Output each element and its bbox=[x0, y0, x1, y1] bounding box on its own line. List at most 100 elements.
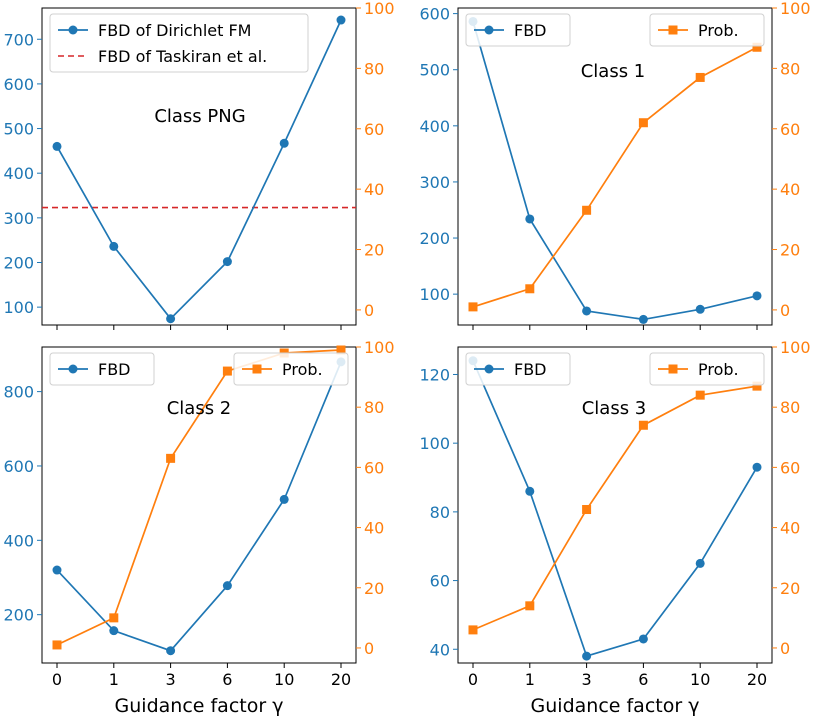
right-y-tick-label: 80 bbox=[780, 398, 800, 417]
fbd-point bbox=[638, 314, 648, 324]
left-y-tick-label: 700 bbox=[3, 30, 34, 49]
legend-swatch-circle bbox=[68, 25, 78, 35]
left-y-tick-label: 400 bbox=[3, 531, 34, 550]
series-line-fbd bbox=[56, 361, 342, 652]
fbd-point bbox=[582, 306, 592, 316]
legend-swatch-square bbox=[252, 364, 262, 374]
fbd-point bbox=[109, 626, 119, 636]
legend-label: FBD bbox=[98, 360, 131, 379]
class-annotation: Class 2 bbox=[167, 398, 232, 419]
series-line-fbd bbox=[472, 21, 758, 321]
fbd-point bbox=[525, 214, 535, 224]
panel-class-1: 100 200 300 400 500 600 0 20 40 60 80 100 Class 1 FBD… bbox=[419, 0, 811, 330]
left-y-tick-label: 600 bbox=[3, 457, 34, 476]
fbd-point bbox=[752, 462, 762, 472]
left-y-tick-label: 100 bbox=[419, 434, 450, 453]
legend-box bbox=[49, 13, 309, 73]
right-y-tick-label: 60 bbox=[780, 120, 800, 139]
left-y-tick-label: 400 bbox=[3, 164, 34, 183]
legend-label: Prob. bbox=[698, 21, 739, 40]
left-y-tick-label: 100 bbox=[3, 298, 34, 317]
fbd-point bbox=[279, 138, 289, 148]
x-tick-label: 1 bbox=[525, 670, 535, 689]
prob-point bbox=[222, 366, 232, 376]
prob-point bbox=[166, 453, 176, 463]
right-y-tick-label: 20 bbox=[364, 579, 384, 598]
x-axis-label: Guidance factor γ bbox=[115, 695, 284, 717]
right-y-tick-label: 100 bbox=[780, 0, 811, 18]
right-y-tick-label: 80 bbox=[780, 59, 800, 78]
right-y-tick-label: 40 bbox=[364, 519, 384, 538]
legend-box bbox=[649, 13, 765, 47]
fbd-point bbox=[525, 486, 535, 496]
fbd-point bbox=[166, 314, 176, 324]
left-y-tick-label: 200 bbox=[3, 253, 34, 272]
fbd-point bbox=[222, 257, 232, 267]
x-tick-label: 6 bbox=[222, 670, 232, 689]
legend-box bbox=[649, 352, 765, 386]
left-y-tick-label: 600 bbox=[3, 75, 34, 94]
legend-swatch-circle bbox=[484, 25, 494, 35]
prob-point bbox=[752, 42, 762, 52]
x-tick-label: 20 bbox=[747, 670, 767, 689]
right-y-tick-label: 80 bbox=[364, 398, 384, 417]
class-annotation: Class 1 bbox=[581, 61, 646, 82]
fbd-point bbox=[695, 558, 705, 568]
axes-frame bbox=[457, 7, 773, 326]
fbd-point bbox=[582, 651, 592, 661]
left-y-tick-label: 800 bbox=[3, 383, 34, 402]
legend-swatch-circle bbox=[484, 364, 494, 374]
fbd-point bbox=[52, 141, 62, 151]
right-y-tick-label: 0 bbox=[780, 639, 790, 658]
axes-frame bbox=[41, 7, 357, 326]
left-y-tick-label: 500 bbox=[3, 120, 34, 139]
fbd-point bbox=[279, 494, 289, 504]
left-y-tick-label: 300 bbox=[419, 173, 450, 192]
x-tick-label: 0 bbox=[468, 670, 478, 689]
x-tick-label: 10 bbox=[274, 670, 294, 689]
left-y-tick-label: 200 bbox=[419, 229, 450, 248]
right-y-tick-label: 20 bbox=[780, 579, 800, 598]
legend-label: FBD of Taskiran et al. bbox=[98, 47, 267, 66]
series-line-fbd bbox=[56, 19, 342, 320]
prob-point bbox=[752, 381, 762, 391]
left-y-tick-label: 600 bbox=[419, 5, 450, 24]
x-tick-label: 0 bbox=[52, 670, 62, 689]
left-y-tick-label: 100 bbox=[419, 285, 450, 304]
series-line-prob bbox=[472, 46, 758, 308]
legend-box bbox=[465, 352, 571, 386]
prob-point bbox=[638, 118, 648, 128]
right-y-tick-label: 60 bbox=[780, 458, 800, 477]
left-y-tick-label: 120 bbox=[419, 365, 450, 384]
left-y-tick-label: 80 bbox=[430, 503, 450, 522]
series-line-prob bbox=[56, 349, 342, 646]
fbd-point bbox=[695, 304, 705, 314]
prob-point bbox=[468, 302, 478, 312]
right-y-tick-label: 0 bbox=[364, 639, 374, 658]
right-y-tick-label: 40 bbox=[780, 519, 800, 538]
legend-box bbox=[233, 352, 349, 386]
right-y-tick-label: 20 bbox=[364, 241, 384, 260]
fbd-point bbox=[336, 15, 346, 25]
prob-point bbox=[525, 601, 535, 611]
series-line-fbd bbox=[472, 360, 758, 658]
x-axis-label: Guidance factor γ bbox=[531, 695, 700, 717]
legend-swatch-square bbox=[668, 25, 678, 35]
fbd-point bbox=[752, 291, 762, 301]
legend-swatch-square bbox=[668, 364, 678, 374]
right-y-tick-label: 40 bbox=[364, 180, 384, 199]
prob-point bbox=[695, 72, 705, 82]
right-y-tick-label: 0 bbox=[364, 301, 374, 320]
axes-frame bbox=[457, 346, 773, 664]
fbd-point bbox=[638, 634, 648, 644]
legend-label: Prob. bbox=[698, 360, 739, 379]
prob-point bbox=[582, 205, 592, 215]
prob-point bbox=[582, 505, 592, 515]
legend-label: FBD bbox=[514, 360, 547, 379]
prob-point bbox=[468, 625, 478, 635]
right-y-tick-label: 100 bbox=[364, 338, 395, 357]
x-tick-label: 3 bbox=[166, 670, 176, 689]
legend-label: Prob. bbox=[282, 360, 323, 379]
right-y-tick-label: 20 bbox=[780, 241, 800, 260]
